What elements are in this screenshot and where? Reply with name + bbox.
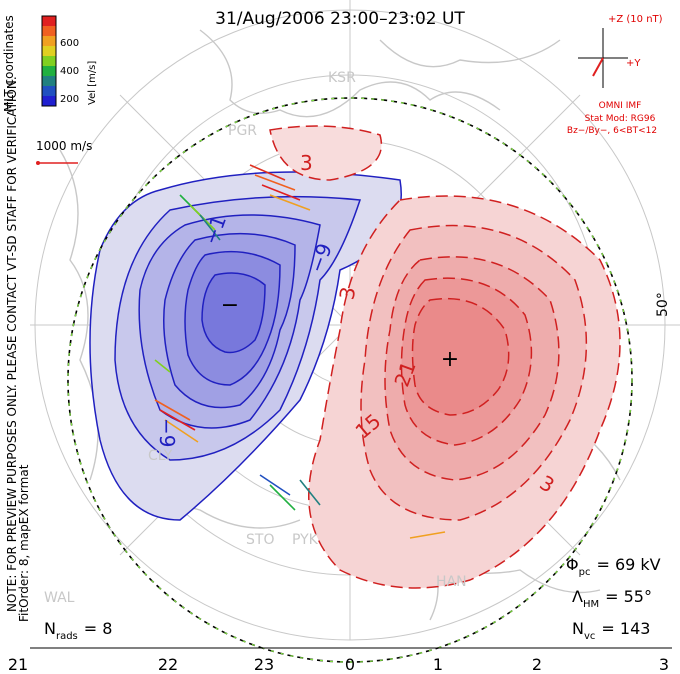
mlt-tick-21: 21 — [8, 655, 28, 674]
nrads-stat: Nrads = 8 — [44, 619, 112, 642]
neg-contour-6 — [201, 272, 266, 354]
fit-order-note: FitOrder: 8, mapEX format — [17, 464, 31, 622]
station-ksr: KSR — [328, 70, 356, 86]
station-wal: WAL — [44, 590, 75, 606]
contour-label-pos-1: 3 — [300, 151, 313, 175]
boundary-green-overlay — [67, 97, 633, 663]
negative-convection-cell — [89, 171, 402, 521]
potential-maximum-marker: + — [441, 347, 459, 372]
colorbar-tick-600: 600 — [60, 38, 79, 49]
station-pyk: PYK — [292, 532, 319, 548]
velocity-vectors — [154, 164, 446, 539]
lambda-symbol: Λ — [572, 587, 583, 606]
station-cly: CLY — [148, 448, 173, 464]
imf-y-label: +Y — [626, 58, 641, 69]
nvc-stat: Nvc = 143 — [572, 619, 650, 642]
coordinate-label: MLT coordinates — [2, 15, 16, 112]
colorbar-axis-label: Vel [m/s] — [87, 61, 98, 105]
preview-note: NOTE: FOR PREVIEW PURPOSES ONLY. PLEASE … — [5, 76, 19, 612]
nrads-symbol: N — [44, 619, 56, 638]
phi-value: = 69 kV — [596, 555, 660, 574]
map-title: 31/Aug/2006 23:00–23:02 UT — [215, 9, 465, 29]
pos-contour-6 — [411, 297, 510, 416]
nrads-value: = 8 — [84, 619, 113, 638]
imf-source: OMNI IMF — [599, 101, 642, 111]
mlt-tick-1: 1 — [433, 655, 443, 674]
phi-symbol: Φ — [566, 555, 579, 574]
contour-label-pos-2: 3 — [334, 285, 360, 302]
scale-label: 1000 m/s — [36, 139, 92, 153]
imf-condition: Bz−/By−, 6<BT<12 — [567, 126, 657, 136]
mlt-tick-0: 0 — [345, 655, 355, 674]
nvc-symbol: N — [572, 619, 584, 638]
mlt-axis: 21 22 23 0 1 2 3 — [8, 655, 669, 674]
lambda-value: = 55° — [605, 587, 652, 606]
pos-contour-1 — [269, 125, 383, 181]
potential-minimum-marker: − — [221, 293, 239, 318]
nvc-subscript: vc — [584, 631, 595, 642]
mlt-tick-22: 22 — [158, 655, 178, 674]
mlt-tick-23: 23 — [254, 655, 274, 674]
imf-model: Stat Mod: RG96 — [585, 114, 656, 124]
mlt-tick-3: 3 — [659, 655, 669, 674]
lambda-hm-stat: ΛHM = 55° — [572, 587, 652, 610]
velocity-colorbar: 600 400 200 Vel [m/s] — [41, 15, 98, 107]
latitude-label: 50° — [655, 292, 671, 317]
station-sto: STO — [246, 532, 274, 548]
lambda-subscript: HM — [583, 599, 599, 610]
scale-vector-origin — [36, 161, 40, 165]
stats-panel: Φpc = 69 kV ΛHM = 55° Nvc = 143 Nrads = 8 — [44, 555, 661, 642]
contour-label-neg-3: −9 — [155, 418, 179, 447]
phi-pc-stat: Φpc = 69 kV — [566, 555, 661, 578]
phi-subscript: pc — [579, 567, 591, 578]
imf-z-label: +Z (10 nT) — [608, 14, 663, 25]
colorbar-tick-400: 400 — [60, 66, 79, 77]
colorbar-tick-200: 200 — [60, 94, 79, 105]
nvc-value: = 143 — [601, 619, 650, 638]
imf-dial: +Z (10 nT) +Y OMNI IMF Stat Mod: RG96 Bz… — [567, 14, 663, 136]
station-labels: KSR PGR CLY STO PYK HAN WAL — [44, 70, 467, 606]
station-pgr: PGR — [228, 123, 257, 139]
nrads-subscript: rads — [56, 631, 78, 642]
mlt-tick-2: 2 — [532, 655, 542, 674]
positive-convection-cell — [269, 125, 621, 589]
station-han: HAN — [436, 574, 467, 590]
